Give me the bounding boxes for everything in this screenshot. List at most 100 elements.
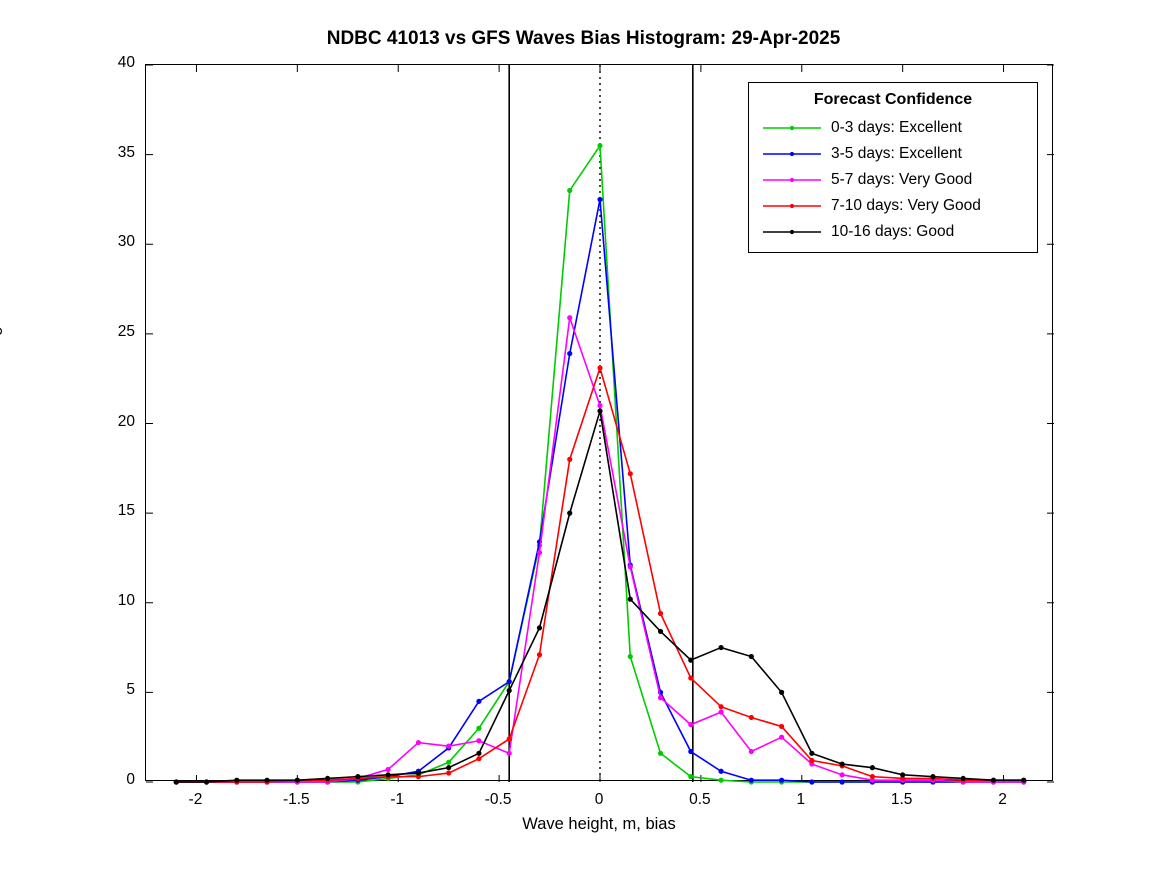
data-point bbox=[506, 736, 512, 742]
legend-item-label: 5-7 days: Very Good bbox=[831, 171, 973, 188]
data-point bbox=[718, 704, 724, 710]
y-tick-label: 20 bbox=[117, 412, 135, 430]
y-tick-label: 15 bbox=[117, 502, 135, 520]
x-tick-label: 2 bbox=[998, 791, 1007, 808]
x-tick-label: 0.5 bbox=[689, 791, 711, 808]
data-point bbox=[809, 750, 815, 756]
data-point bbox=[960, 775, 966, 782]
y-axis-label: Percentage bbox=[0, 317, 3, 402]
data-point bbox=[839, 779, 845, 785]
data-point bbox=[476, 756, 482, 762]
x-tick-label: -2 bbox=[188, 791, 203, 808]
legend-line-swatch bbox=[761, 172, 823, 188]
data-point bbox=[657, 695, 664, 701]
y-tick-label: 25 bbox=[117, 322, 135, 340]
data-point bbox=[779, 689, 785, 695]
x-tick-label: 1.5 bbox=[890, 791, 913, 808]
data-point bbox=[476, 738, 482, 744]
legend-item-2[interactable]: 5-7 days: Very Good bbox=[749, 167, 1037, 193]
y-tick-label: 35 bbox=[117, 143, 135, 161]
data-point bbox=[657, 610, 664, 617]
data-point bbox=[839, 761, 845, 767]
data-point bbox=[567, 187, 573, 194]
legend-item-label: 7-10 days: Very Good bbox=[831, 197, 981, 214]
data-point bbox=[718, 768, 724, 774]
plot-area bbox=[145, 64, 1054, 785]
data-point bbox=[718, 644, 724, 651]
data-point bbox=[355, 774, 361, 780]
data-point bbox=[809, 779, 815, 785]
data-point bbox=[597, 365, 603, 371]
data-point bbox=[597, 402, 603, 409]
data-point bbox=[173, 779, 179, 785]
data-point bbox=[536, 549, 543, 556]
data-point bbox=[990, 777, 997, 783]
legend-item-3[interactable]: 7-10 days: Very Good bbox=[749, 193, 1037, 219]
data-point bbox=[657, 628, 664, 635]
y-tick-label: 5 bbox=[126, 681, 135, 699]
x-tick-label: -1 bbox=[390, 791, 405, 808]
data-point bbox=[597, 143, 603, 149]
data-point bbox=[688, 774, 694, 780]
data-point bbox=[1021, 777, 1027, 783]
data-point bbox=[415, 770, 421, 776]
data-point bbox=[748, 748, 754, 755]
data-point bbox=[476, 725, 482, 731]
data-point bbox=[657, 750, 664, 756]
data-point bbox=[627, 596, 633, 602]
data-point bbox=[930, 774, 936, 780]
data-point bbox=[325, 775, 331, 782]
data-point bbox=[446, 770, 452, 776]
data-point bbox=[506, 750, 512, 756]
data-point bbox=[446, 743, 452, 749]
data-point bbox=[779, 734, 785, 740]
series-line bbox=[176, 199, 1024, 783]
data-point bbox=[627, 471, 633, 477]
data-point bbox=[718, 709, 724, 715]
data-point bbox=[627, 653, 633, 660]
legend-item-1[interactable]: 3-5 days: Excellent bbox=[749, 141, 1037, 167]
data-point bbox=[415, 739, 421, 746]
data-point bbox=[748, 714, 754, 721]
data-point bbox=[688, 675, 694, 681]
data-point bbox=[900, 772, 906, 778]
data-point bbox=[536, 652, 543, 658]
series-4 bbox=[173, 408, 1027, 785]
data-point bbox=[567, 510, 573, 516]
x-tick-label: 0 bbox=[594, 791, 604, 808]
legend-line-swatch bbox=[761, 146, 823, 162]
legend-line-swatch bbox=[761, 120, 823, 136]
y-tick-label: 30 bbox=[117, 233, 135, 251]
data-point bbox=[264, 777, 270, 783]
data-point bbox=[446, 759, 452, 765]
legend-line-swatch bbox=[761, 198, 823, 214]
legend-item-4[interactable]: 10-16 days: Good bbox=[749, 219, 1037, 245]
data-point bbox=[748, 653, 754, 660]
data-point bbox=[688, 722, 694, 728]
data-point bbox=[869, 774, 876, 780]
data-point bbox=[234, 777, 240, 783]
x-tick-label: -0.5 bbox=[484, 791, 512, 808]
plot-svg bbox=[146, 64, 1054, 785]
series-3 bbox=[173, 365, 1027, 785]
data-point bbox=[597, 408, 603, 414]
data-point bbox=[385, 766, 391, 773]
data-point bbox=[839, 772, 845, 778]
data-point bbox=[779, 777, 785, 783]
data-point bbox=[294, 777, 300, 783]
data-point bbox=[506, 687, 512, 694]
legend-item-label: 3-5 days: Excellent bbox=[831, 145, 962, 162]
data-point bbox=[748, 777, 754, 783]
x-axis-label: Wave height, m, bias bbox=[522, 815, 676, 833]
data-point bbox=[567, 456, 573, 462]
legend: Forecast Confidence 0-3 days: Excellent 3… bbox=[748, 82, 1038, 253]
y-tick-label: 0 bbox=[126, 771, 135, 788]
legend-item-0[interactable]: 0-3 days: Excellent bbox=[749, 115, 1037, 141]
legend-item-label: 10-16 days: Good bbox=[831, 223, 955, 240]
legend-item-label: 0-3 days: Excellent bbox=[831, 119, 962, 136]
data-point bbox=[688, 657, 694, 663]
data-point bbox=[446, 765, 452, 771]
data-point bbox=[809, 757, 815, 764]
data-point bbox=[688, 748, 694, 755]
